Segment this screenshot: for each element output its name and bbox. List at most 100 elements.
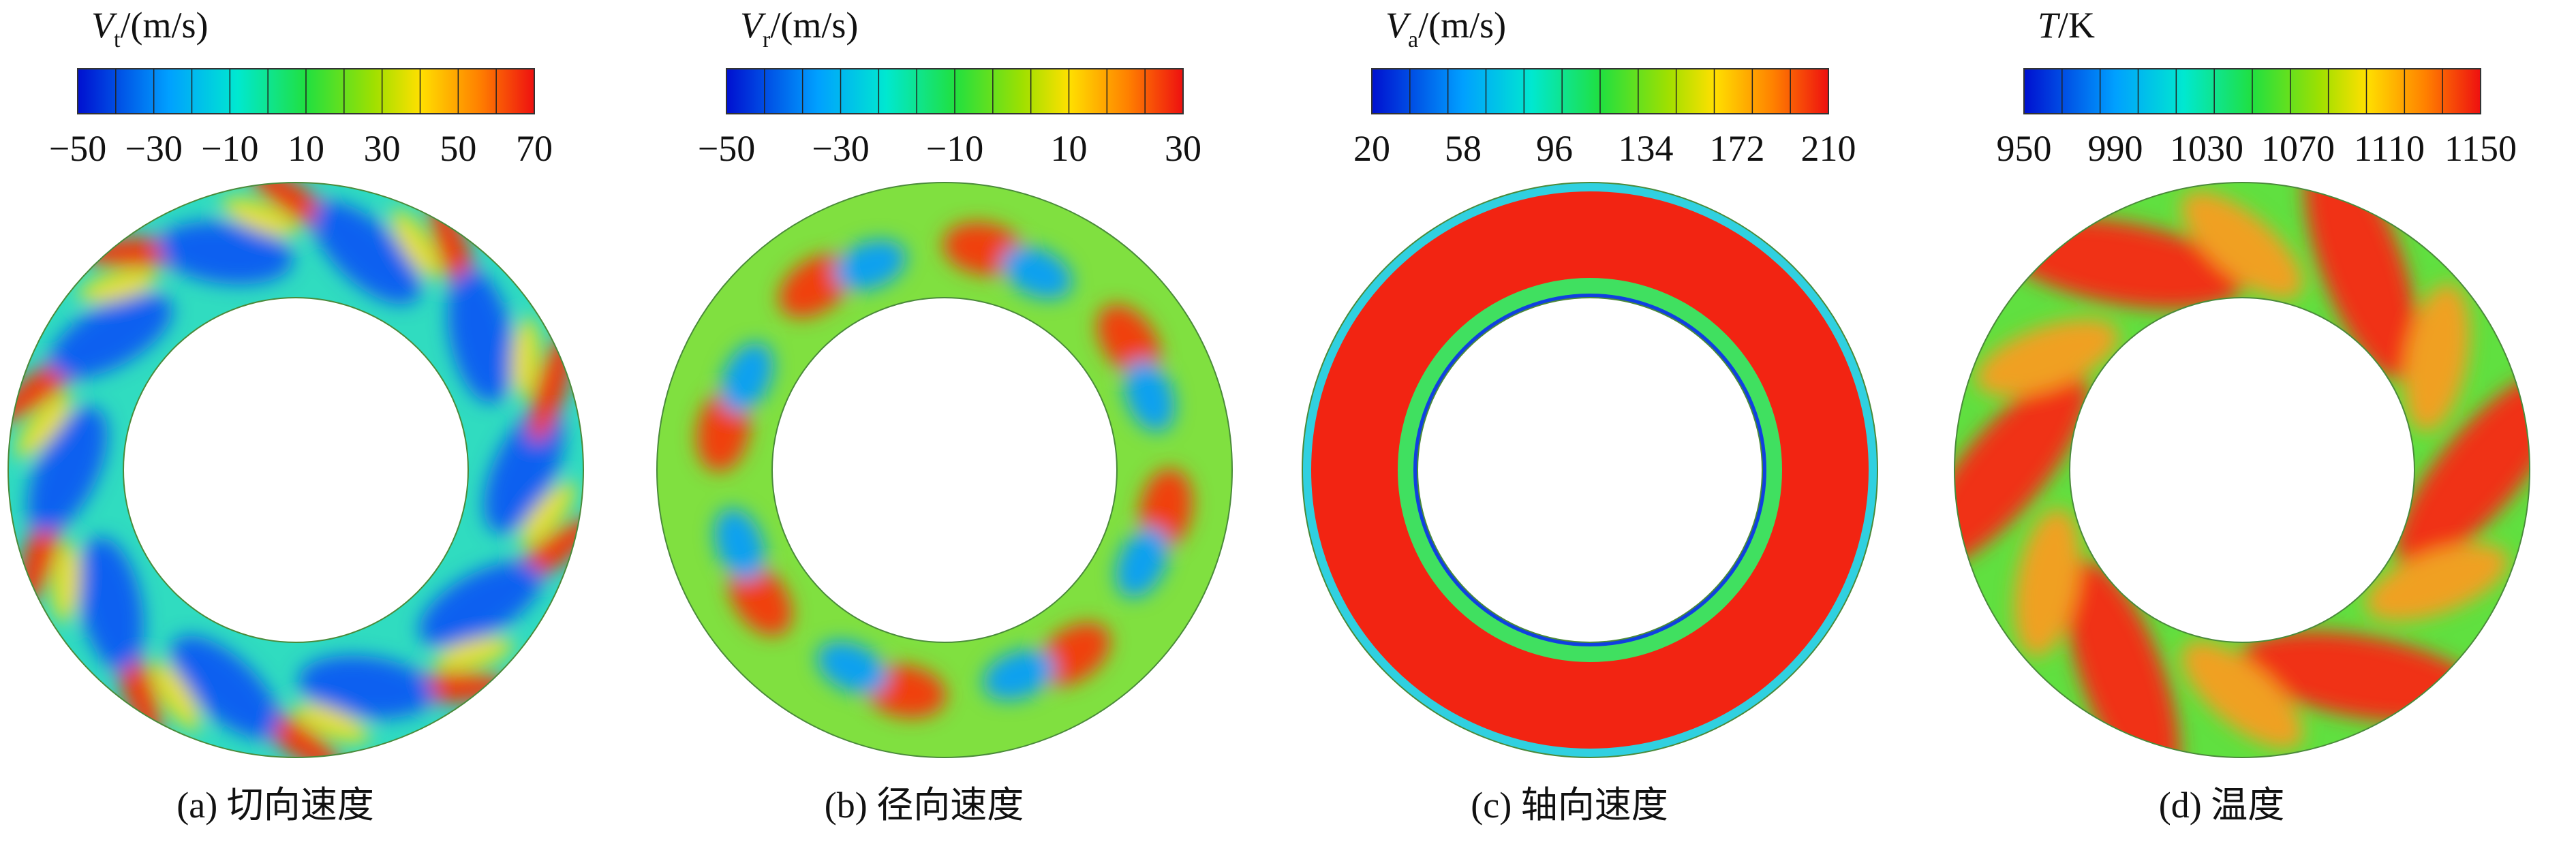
colorbar-tick-label: 20	[1353, 128, 1390, 169]
contours	[1954, 183, 2530, 757]
panel: T/K 950 990 1030 1070 1110 1150 (d) 温度	[1953, 5, 2531, 826]
contour-blob	[2404, 283, 2470, 432]
contour-blob	[433, 637, 513, 670]
contour-blob	[778, 254, 853, 318]
colorbar-tick-label: 172	[1710, 128, 1765, 169]
ring-outline	[7, 182, 585, 758]
ring-outline	[1953, 182, 2531, 758]
contour-blob	[511, 317, 540, 399]
blobs	[1954, 183, 2530, 757]
colorbar-title: Vr/(m/s)	[740, 5, 858, 52]
blobs	[8, 183, 583, 757]
colorbar-tick-label: 50	[440, 128, 476, 169]
colorbar-tick-label: 30	[1165, 128, 1201, 169]
caption: (a) 切向速度	[177, 785, 373, 826]
contour-blob	[1116, 527, 1169, 598]
contour-blob	[293, 703, 370, 743]
contour-blob	[2181, 641, 2303, 749]
symbol: V	[740, 5, 767, 46]
colorbar-title: T/K	[2038, 5, 2095, 46]
contour-blob	[1037, 622, 1111, 686]
blobs	[696, 222, 1193, 718]
contour-blob	[519, 482, 576, 547]
contour-blob	[833, 240, 906, 291]
colorbar-tick-label: 96	[1536, 128, 1573, 169]
edge	[1302, 183, 1877, 757]
caption: (b) 径向速度	[825, 785, 1024, 826]
contour-blob	[157, 221, 293, 285]
contour-blob	[221, 197, 298, 237]
colorbar-tick-label: −30	[125, 128, 182, 169]
colorbar-tick-label: −50	[698, 128, 755, 169]
colorbar-tick-label: 58	[1445, 128, 1482, 169]
contour-blob	[1097, 304, 1161, 378]
subscript: t	[114, 27, 121, 52]
contour-blob	[2066, 560, 2180, 757]
contours	[1302, 183, 1877, 757]
contour-blob	[27, 407, 108, 533]
colorbar-tick-label: 1030	[2170, 128, 2243, 169]
colorbar-tick-label: 950	[1997, 128, 2052, 169]
contour-blob	[2014, 508, 2081, 657]
contour-blob	[720, 342, 773, 413]
contour-blob	[171, 635, 279, 739]
colorbar-tick-label: 1150	[2444, 128, 2517, 169]
edge	[1398, 278, 1782, 662]
ring-outline	[1301, 182, 1879, 758]
contour-blob	[2365, 544, 2509, 621]
panel: Va/(m/s) 20 58 96 134 172 210 (c) 轴向速度	[1301, 5, 1879, 826]
colorbar-tick-label: −10	[201, 128, 258, 169]
edge	[1413, 294, 1766, 646]
contour-blob	[78, 270, 158, 303]
colorbar-tick-label: 10	[288, 128, 324, 169]
symbol: V	[91, 5, 118, 46]
contour-blob	[1124, 359, 1175, 432]
caption: (d) 温度	[2159, 785, 2284, 826]
contour-blob	[391, 208, 441, 280]
unit: /K	[2058, 5, 2095, 46]
panel: Vr/(m/s) −50 −30 −10 10 30 (b) 径向速度	[656, 5, 1233, 826]
contour-blob	[151, 660, 200, 732]
unit: /(m/s)	[1418, 5, 1506, 46]
contour-blob	[447, 268, 514, 403]
contour-blob	[2395, 372, 2530, 568]
unit: /(m/s)	[770, 5, 858, 46]
colorbar-tick-label: 990	[2088, 128, 2143, 169]
contour-blob	[78, 537, 144, 672]
contours	[696, 222, 1193, 718]
ring-outline	[656, 182, 1233, 758]
contour-blob	[418, 561, 542, 647]
contour-blob	[49, 293, 173, 379]
colorbar-title: Va/(m/s)	[1385, 5, 1506, 52]
subscript: a	[1408, 27, 1418, 52]
ring	[1302, 183, 1877, 757]
colorbar-tick-label: −50	[49, 128, 106, 169]
contours	[8, 183, 583, 757]
colorbar-tick-label: 1110	[2354, 128, 2425, 169]
contour-blob	[1976, 319, 2119, 396]
contour-blob	[714, 508, 765, 581]
colorbar-tick-label: −10	[926, 128, 983, 169]
colorbar-tick-label: 134	[1619, 128, 1674, 169]
colorbar-title: Vt/(m/s)	[91, 5, 208, 52]
contour-blob	[2304, 183, 2419, 380]
contour-blob	[1954, 372, 2089, 568]
symbol: V	[1385, 5, 1412, 46]
contour-blob	[16, 393, 73, 458]
contour-blob	[983, 649, 1056, 700]
contour-blob	[1001, 246, 1073, 299]
colorbar-tick-label: 210	[1801, 128, 1856, 169]
contour-blob	[484, 407, 564, 533]
colorbar-tick-label: 70	[516, 128, 553, 169]
unit: /(m/s)	[120, 5, 208, 46]
subscript: r	[763, 27, 771, 52]
symbol: T	[2038, 5, 2061, 46]
colorbar-tick-label: 1070	[2261, 128, 2335, 169]
contour-blob	[729, 562, 793, 636]
colorbar-tick-label: 30	[364, 128, 401, 169]
panel: Vt/(m/s) −50 −30 −10 10 30 50 70 (a) 切向速度	[7, 5, 585, 826]
contour-blob	[312, 201, 420, 305]
contour-blob	[298, 655, 434, 719]
contour-blob	[52, 541, 80, 623]
ring	[657, 183, 1232, 757]
